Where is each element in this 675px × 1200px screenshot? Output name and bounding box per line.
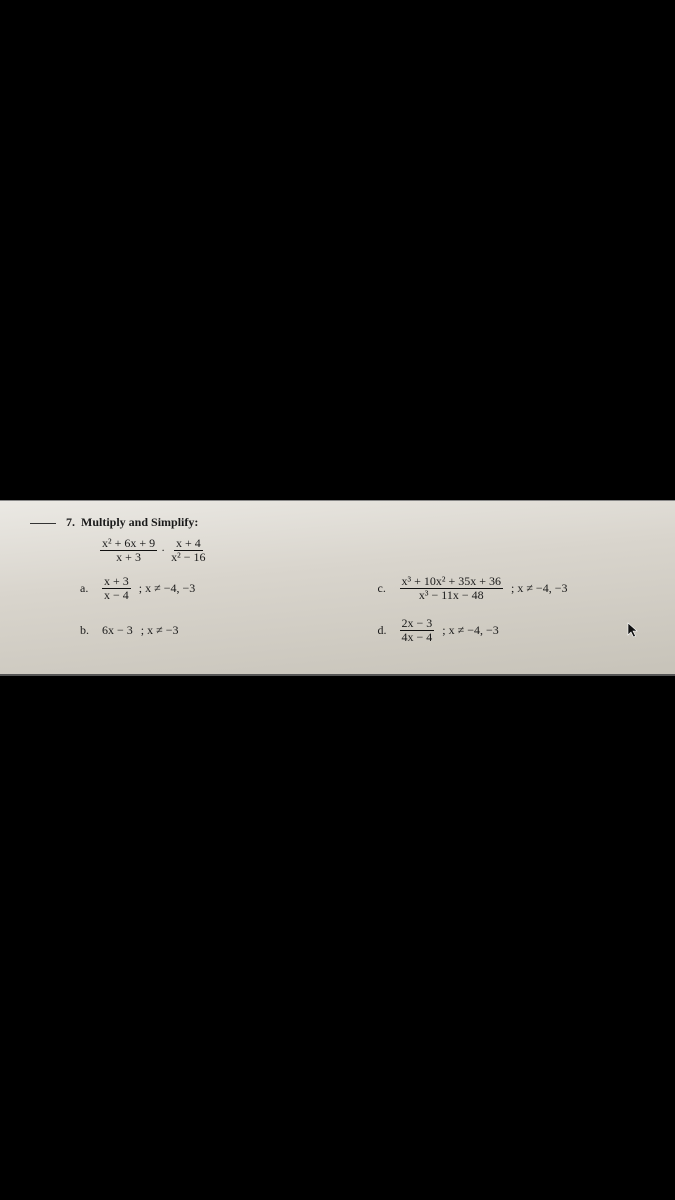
- cursor-icon: [627, 622, 639, 640]
- answer-c-num: x³ + 10x² + 35x + 36: [400, 575, 504, 589]
- answer-c-fraction: x³ + 10x² + 35x + 36 x³ − 11x − 48: [400, 575, 504, 602]
- frac1-denominator: x + 3: [114, 551, 143, 564]
- answer-b-expr: 6x − 3: [102, 623, 133, 638]
- frac2-numerator: x + 4: [174, 537, 203, 551]
- answer-d-fraction: 2x − 3 4x − 4: [400, 617, 435, 644]
- frac2-denominator: x² − 16: [169, 551, 207, 564]
- blank-line: [30, 523, 56, 524]
- answer-c: c. x³ + 10x² + 35x + 36 x³ − 11x − 48 ; …: [378, 572, 675, 604]
- answer-b: b. 6x − 3 ; x ≠ −3: [80, 614, 378, 646]
- answers-left-column: a. x + 3 x − 4 ; x ≠ −4, −3 b. 6x − 3 ; …: [80, 572, 378, 656]
- answer-d-den: 4x − 4: [400, 631, 435, 644]
- question-header: 7. Multiply and Simplify:: [0, 515, 675, 530]
- frac1-numerator: x² + 6x + 9: [100, 537, 157, 551]
- answer-a-fraction: x + 3 x − 4: [102, 575, 131, 602]
- answers-right-column: c. x³ + 10x² + 35x + 36 x³ − 11x − 48 ; …: [378, 572, 675, 656]
- answer-d-label: d.: [378, 623, 396, 638]
- answer-choices: a. x + 3 x − 4 ; x ≠ −4, −3 b. 6x − 3 ; …: [0, 572, 675, 656]
- answer-b-restriction: ; x ≠ −3: [141, 623, 179, 638]
- question-number: 7.: [66, 515, 75, 530]
- answer-c-den: x³ − 11x − 48: [417, 589, 486, 602]
- answer-a-label: a.: [80, 581, 98, 596]
- answer-a-restriction: ; x ≠ −4, −3: [139, 581, 195, 596]
- multiply-dot: ·: [161, 543, 165, 558]
- answer-b-label: b.: [80, 623, 98, 638]
- worksheet-band: 7. Multiply and Simplify: x² + 6x + 9 x …: [0, 500, 675, 676]
- answer-d-num: 2x − 3: [400, 617, 435, 631]
- answer-d-restriction: ; x ≠ −4, −3: [442, 623, 498, 638]
- answer-c-restriction: ; x ≠ −4, −3: [511, 581, 567, 596]
- problem-fraction-2: x + 4 x² − 16: [169, 537, 207, 564]
- problem-expression: x² + 6x + 9 x + 3 · x + 4 x² − 16: [0, 536, 675, 564]
- problem-fraction-1: x² + 6x + 9 x + 3: [100, 537, 157, 564]
- answer-a-den: x − 4: [102, 589, 131, 602]
- answer-a-num: x + 3: [102, 575, 131, 589]
- answer-c-label: c.: [378, 581, 396, 596]
- question-title: Multiply and Simplify:: [81, 515, 198, 530]
- answer-a: a. x + 3 x − 4 ; x ≠ −4, −3: [80, 572, 378, 604]
